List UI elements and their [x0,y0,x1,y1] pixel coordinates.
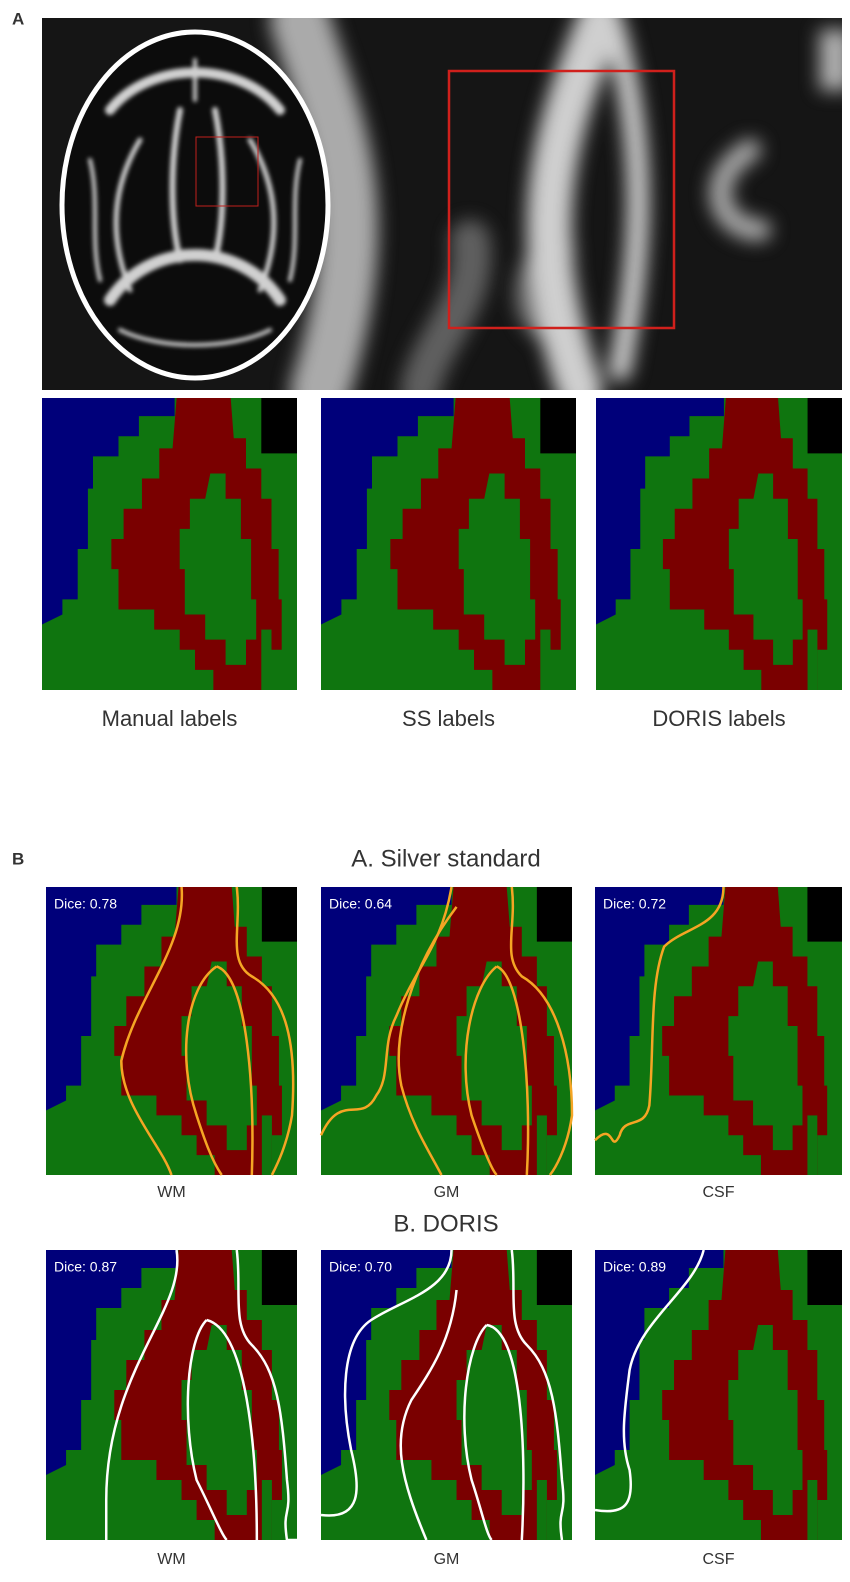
page: {"panel_a": {"label": "A", "maps": [{"ca… [0,0,850,1582]
map-caption: Manual labels [102,706,238,731]
label-map [321,887,572,1175]
dti-image [42,18,850,390]
cell-caption: CSF [703,1551,735,1568]
label-maps: Manual labels SS labels DORIS labels [42,398,842,731]
panel-label: B [12,849,24,868]
map-caption: SS labels [402,706,495,731]
label-map [595,1250,842,1540]
dice-score: Dice: 0.64 [329,896,392,912]
dice-score: Dice: 0.89 [603,1259,666,1275]
cell-caption: GM [434,1551,460,1568]
row-title: B. DORIS [393,1210,498,1237]
label-map [595,887,842,1175]
dice-score: Dice: 0.72 [603,896,666,912]
label-map [596,398,842,690]
label-map [321,398,576,690]
map-caption: DORIS labels [652,706,785,731]
cell-caption: WM [157,1551,185,1568]
cell-caption: CSF [703,1184,735,1201]
label-map [46,887,297,1175]
dice-score: Dice: 0.78 [54,896,117,912]
body: A B Manual labels SS labels DORIS labels A… [0,0,850,1582]
cell-caption: GM [434,1184,460,1201]
dice-score: Dice: 0.87 [54,1259,117,1275]
cell-caption: WM [157,1184,185,1201]
dice-score: Dice: 0.70 [329,1259,392,1275]
label-map [42,398,297,690]
row-title: A. Silver standard [351,845,540,872]
figure: A B Manual labels SS labels DORIS labels A… [0,0,850,1582]
dice-grid: A. Silver standard Dice: 0.78 WM Dice: 0.64… [46,845,842,1568]
panel-label: A [12,9,24,28]
label-map [321,1250,572,1540]
